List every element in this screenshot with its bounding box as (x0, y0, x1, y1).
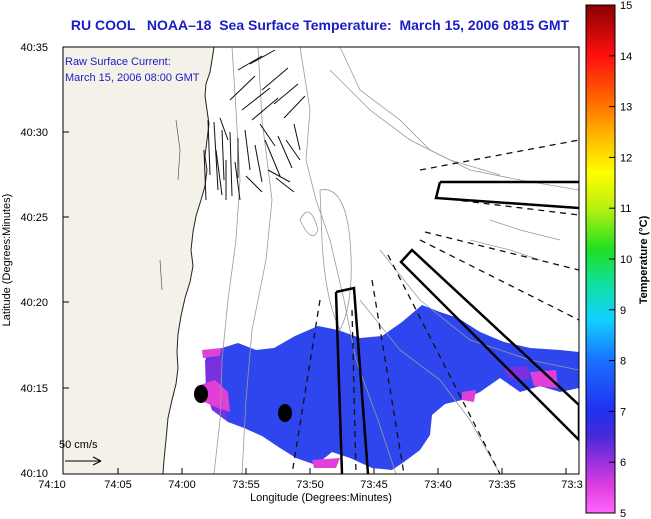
y-tick-label: 40:25 (20, 212, 48, 224)
land-mass (63, 47, 215, 474)
y-tick-label: 40:30 (20, 127, 48, 139)
colorbar-tick: 8 (620, 356, 626, 368)
colorbar-tick: 9 (620, 305, 626, 317)
y-axis: 40:35 40:30 40:25 40:20 40:15 40:10 Lati… (1, 42, 69, 480)
scale-label: 50 cm/s (59, 439, 98, 451)
site-marker-1 (194, 385, 208, 403)
current-vectors (203, 49, 306, 201)
y-tick-label: 40:15 (20, 383, 48, 395)
scale-vector (65, 456, 102, 466)
map-frame (62, 46, 580, 475)
colorbar-tick: 15 (620, 0, 632, 12)
x-tick-label: 73:45 (360, 479, 388, 491)
x-tick-label: 73:55 (232, 479, 260, 491)
colorbar: 15 14 13 12 11 10 9 8 7 6 5 Temperature … (585, 0, 650, 519)
colorbar-tick: 11 (620, 203, 631, 215)
x-tick-label: 74:05 (104, 479, 132, 491)
colorbar-tick: 12 (620, 152, 632, 164)
colorbar-tick: 7 (620, 406, 626, 418)
colorbar-tick: 6 (620, 457, 626, 469)
colorbar-label: Temperature (°C) (638, 215, 650, 304)
y-tick-label: 40:10 (20, 468, 48, 480)
y-axis-label: Latitude (Degrees:Minutes) (1, 194, 13, 327)
colorbar-tick: 10 (620, 254, 632, 266)
x-tick-label: 73:3 (561, 479, 582, 491)
x-tick-label: 74:10 (38, 479, 66, 491)
transect-outlines (334, 180, 579, 474)
annotation-line-2: March 15, 2006 08:00 GMT (65, 72, 200, 84)
site-marker-2 (278, 404, 292, 422)
colorbar-tick: 5 (620, 508, 626, 519)
x-tick-label: 73:50 (296, 479, 324, 491)
x-axis: 74:10 74:05 74:00 73:55 73:50 73:45 73:4… (38, 468, 583, 504)
x-axis-label: Longitude (Degrees:Minutes) (250, 492, 392, 504)
y-tick-label: 40:35 (20, 42, 48, 54)
annotation-line-1: Raw Surface Current: (65, 56, 171, 68)
y-tick-label: 40:20 (20, 297, 48, 309)
map-title: RU COOL NOAA–18 Sea Surface Temperature:… (70, 17, 570, 33)
x-tick-label: 73:35 (488, 479, 516, 491)
x-tick-label: 74:00 (168, 479, 196, 491)
colorbar-tick: 14 (620, 51, 632, 63)
x-tick-label: 73:40 (424, 479, 452, 491)
bathymetry-contours (213, 47, 579, 474)
colorbar-tick: 13 (620, 102, 632, 114)
